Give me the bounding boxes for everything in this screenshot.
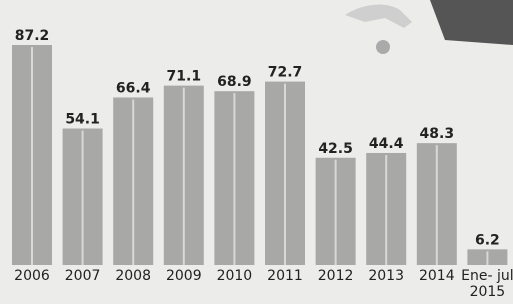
- chart-canvas: 87.2 54.1 66.4 71.1 68.9 72.7 42.5 44.4 48.3 6.2: [0, 0, 513, 304]
- value-label: 72.7: [268, 65, 303, 81]
- value-label: 42.5: [318, 141, 353, 157]
- coin-decoration: [376, 40, 390, 54]
- x-tick-label: Ene- jul 2015: [457, 268, 513, 300]
- value-label: 87.2: [15, 28, 50, 44]
- chart: 87.254.166.471.168.972.742.544.448.36.2 …: [0, 0, 513, 304]
- value-label: 66.4: [116, 80, 151, 96]
- value-label: 68.9: [217, 74, 252, 90]
- hand-decoration: [345, 5, 412, 28]
- value-label: 6.2: [475, 232, 500, 248]
- value-label: 44.4: [369, 136, 404, 152]
- sleeve-decoration: [430, 0, 513, 45]
- value-label: 71.1: [167, 69, 202, 85]
- value-label: 54.1: [65, 112, 100, 128]
- value-label: 48.3: [420, 126, 455, 142]
